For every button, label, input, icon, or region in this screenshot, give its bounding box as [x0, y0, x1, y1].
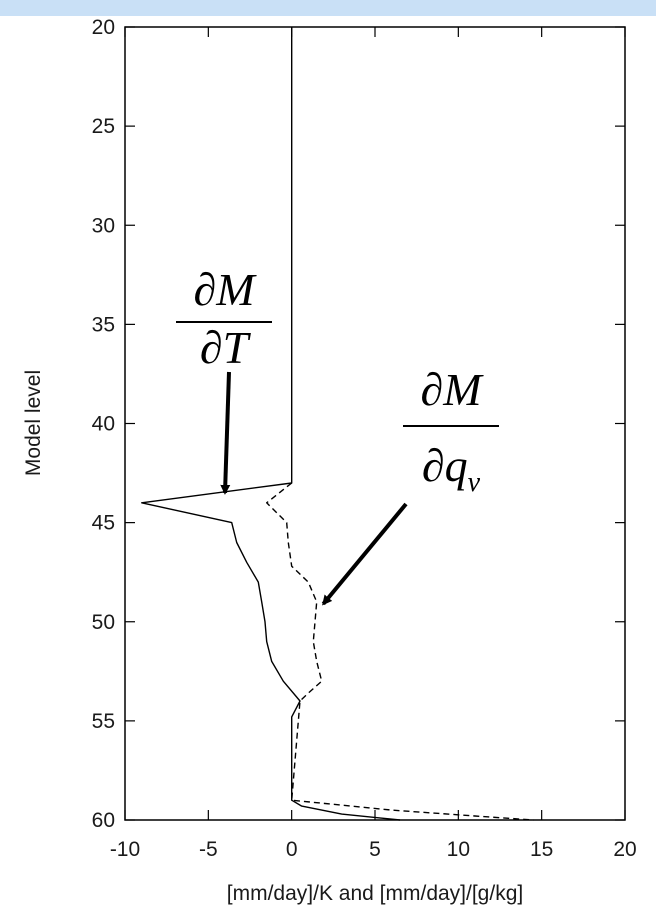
partial-symbol: ∂: [200, 322, 223, 373]
y-tick-label: 20: [92, 16, 115, 39]
derivative-annotation: ∂M ∂T: [176, 264, 272, 495]
variable-subscript: v: [468, 467, 481, 498]
variable-symbol: q: [445, 440, 468, 491]
y-tick-label: 25: [92, 115, 115, 138]
dashed-series-line: [266, 482, 534, 821]
x-tick-label: 20: [613, 838, 636, 861]
x-tick-label: -5: [199, 838, 218, 861]
plot-frame: [124, 26, 626, 821]
y-axis-title: Model level: [22, 370, 45, 476]
x-tick-label: 10: [447, 838, 470, 861]
annotation-arrow: [220, 371, 231, 495]
x-axis-title: [mm/day]/K and [mm/day]/[g/kg]: [227, 882, 523, 905]
y-tick-label: 35: [92, 313, 115, 336]
derivative-annotation: ∂M ∂qv: [321, 364, 499, 606]
y-tick-label: 50: [92, 611, 115, 634]
y-tick-label: 40: [92, 413, 115, 436]
x-tick-label: 15: [530, 838, 553, 861]
y-tick-label: 45: [92, 512, 115, 535]
annotation-arrow: [321, 502, 408, 606]
annotation-numerator: ∂M: [420, 364, 484, 415]
y-tick-label: 55: [92, 710, 115, 733]
solid-series-line: [141, 27, 401, 821]
x-tick-label: 5: [369, 838, 381, 861]
top-accent-bar: [0, 0, 656, 16]
annotation-denominator: ∂qv: [422, 440, 481, 498]
x-tick-label: -10: [110, 838, 140, 861]
y-tick-label: 30: [92, 214, 115, 237]
y-tick-label: 60: [92, 809, 115, 832]
x-tick-label: 0: [286, 838, 298, 861]
annotation-denominator: ∂T: [200, 322, 252, 373]
partial-symbol: ∂: [422, 440, 445, 491]
variable-symbol: T: [223, 322, 252, 373]
annotation-numerator: ∂M: [193, 264, 257, 315]
